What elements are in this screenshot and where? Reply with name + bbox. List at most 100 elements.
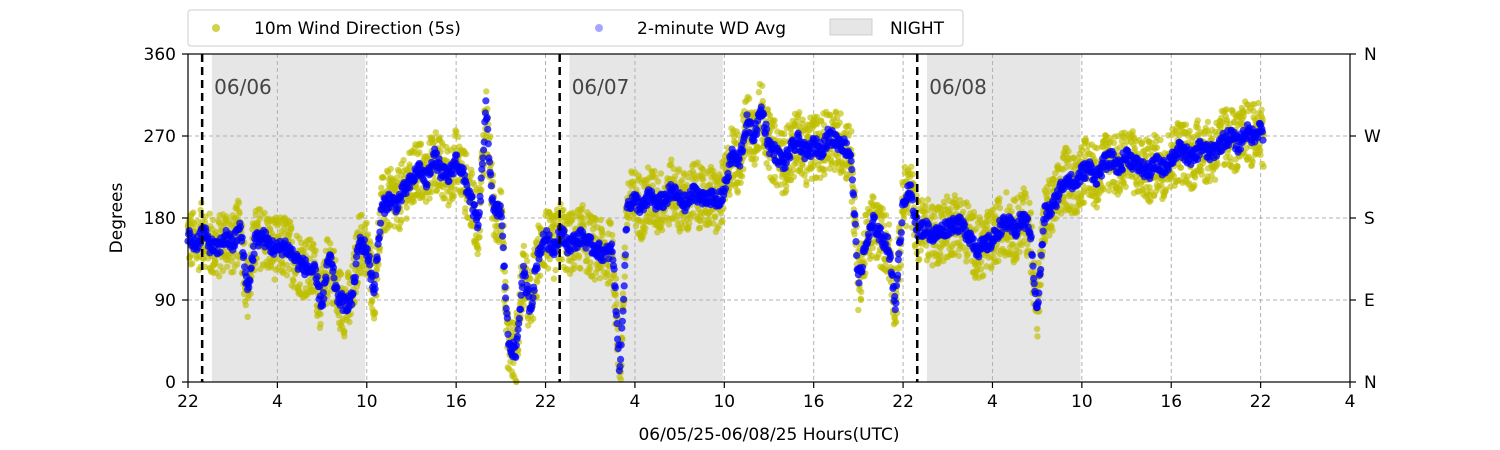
wind-5s-point — [909, 171, 916, 178]
wind-2min-avg-point — [853, 251, 861, 260]
wind-5s-point — [917, 247, 924, 254]
wind-2min-avg-point — [851, 220, 860, 228]
wind-5s-point — [455, 133, 462, 140]
wind-2min-avg-point — [240, 251, 248, 259]
wind-5s-point — [209, 216, 217, 224]
wind-5s-point — [534, 235, 542, 243]
wind-2min-avg-point — [348, 300, 356, 308]
wind-5s-point — [1080, 199, 1088, 206]
wind-5s-point — [836, 119, 843, 126]
wind-5s-point — [996, 204, 1004, 212]
wind-5s-point — [475, 245, 482, 252]
wind-5s-point — [520, 242, 527, 250]
wind-2min-avg-point — [497, 213, 505, 221]
wind-5s-point — [879, 205, 886, 213]
wind-5s-point — [683, 181, 691, 189]
wind-5s-point — [951, 192, 958, 199]
wind-2min-avg-point — [322, 276, 330, 284]
wind-5s-point — [558, 256, 566, 263]
wind-2min-avg-point — [319, 301, 327, 310]
wind-5s-point — [254, 220, 261, 227]
wind-5s-point — [960, 208, 967, 216]
wind-5s-point — [709, 220, 717, 227]
wind-5s-point — [560, 206, 567, 214]
wind-5s-point — [799, 162, 806, 169]
wind-5s-point — [1026, 199, 1033, 206]
wind-5s-point — [426, 195, 433, 202]
wind-5s-point — [591, 276, 598, 283]
wind-5s-point — [230, 268, 237, 276]
wind-5s-point — [657, 170, 665, 177]
wind-2min-avg-point — [363, 245, 371, 253]
wind-5s-point — [1153, 144, 1161, 151]
wind-2min-avg-point — [484, 140, 492, 148]
wind-5s-point — [597, 216, 604, 224]
wind-2min-avg-point — [842, 139, 851, 147]
wind-5s-point — [403, 215, 410, 222]
wind-5s-point — [188, 251, 195, 258]
wind-5s-point — [771, 173, 779, 181]
wind-2min-avg-point — [763, 125, 771, 133]
wind-5s-point — [947, 205, 954, 213]
wind-2min-avg-point — [739, 146, 747, 154]
wind-5s-point — [1257, 151, 1264, 158]
wind-2min-avg-point — [608, 248, 616, 256]
wind-2min-avg-point — [496, 202, 504, 210]
wind-5s-point — [821, 171, 828, 178]
wind-5s-point — [821, 166, 828, 173]
wind-2min-avg-point — [372, 271, 380, 279]
wind-5s-point — [212, 260, 219, 267]
wind-5s-point — [1204, 118, 1212, 126]
wind-2min-avg-point — [619, 307, 627, 315]
wind-2min-avg-point — [247, 264, 255, 272]
wind-2min-avg-point — [366, 261, 374, 269]
wind-5s-point — [474, 250, 481, 258]
wind-2min-avg-point — [246, 277, 254, 285]
wind-5s-point — [613, 300, 620, 308]
wind-5s-point — [1157, 136, 1164, 144]
wind-2min-avg-point — [373, 255, 382, 263]
wind-2min-avg-point — [499, 232, 507, 240]
wind-2min-avg-point — [894, 271, 902, 279]
wind-5s-point — [937, 250, 944, 257]
wind-2min-avg-point — [847, 151, 855, 159]
wind-2min-avg-point — [329, 264, 337, 272]
wind-5s-point — [843, 175, 850, 182]
wind-5s-point — [1006, 203, 1013, 210]
wind-5s-point — [450, 192, 457, 200]
wind-5s-point — [1093, 204, 1101, 211]
wind-5s-point — [755, 146, 762, 153]
wind-5s-point — [552, 266, 559, 274]
wind-5s-point — [671, 173, 679, 180]
wind-5s-point — [417, 140, 425, 148]
wind-5s-point — [1070, 154, 1077, 162]
wind-2min-avg-point — [397, 197, 405, 205]
wind-5s-point — [1080, 189, 1088, 196]
wind-5s-point — [296, 281, 304, 288]
wind-5s-point — [916, 256, 923, 263]
wind-5s-point — [1068, 203, 1075, 210]
wind-2min-avg-point — [498, 222, 506, 230]
wind-5s-point — [988, 265, 995, 272]
wind-5s-point — [433, 187, 440, 194]
wind-5s-point — [1186, 127, 1193, 135]
wind-5s-point — [855, 306, 862, 314]
wind-5s-point — [393, 174, 401, 181]
wind-5s-point — [1003, 189, 1010, 196]
wind-5s-point — [1093, 145, 1101, 152]
wind-5s-point — [1094, 196, 1101, 204]
wind-5s-point — [327, 240, 334, 247]
wind-2min-avg-point — [909, 196, 917, 204]
wind-2min-avg-point — [468, 193, 476, 201]
wind-5s-point — [1049, 227, 1056, 234]
wind-5s-point — [534, 278, 541, 286]
wind-5s-point — [801, 172, 808, 179]
wind-5s-point — [1013, 255, 1020, 263]
wind-2min-avg-point — [475, 209, 483, 217]
wind-5s-point — [587, 259, 594, 266]
wind-5s-point — [922, 242, 930, 249]
wind-2min-avg-point — [319, 289, 327, 297]
wind-5s-point — [580, 215, 587, 222]
wind-5s-point — [202, 219, 209, 226]
wind-5s-point — [498, 189, 505, 196]
